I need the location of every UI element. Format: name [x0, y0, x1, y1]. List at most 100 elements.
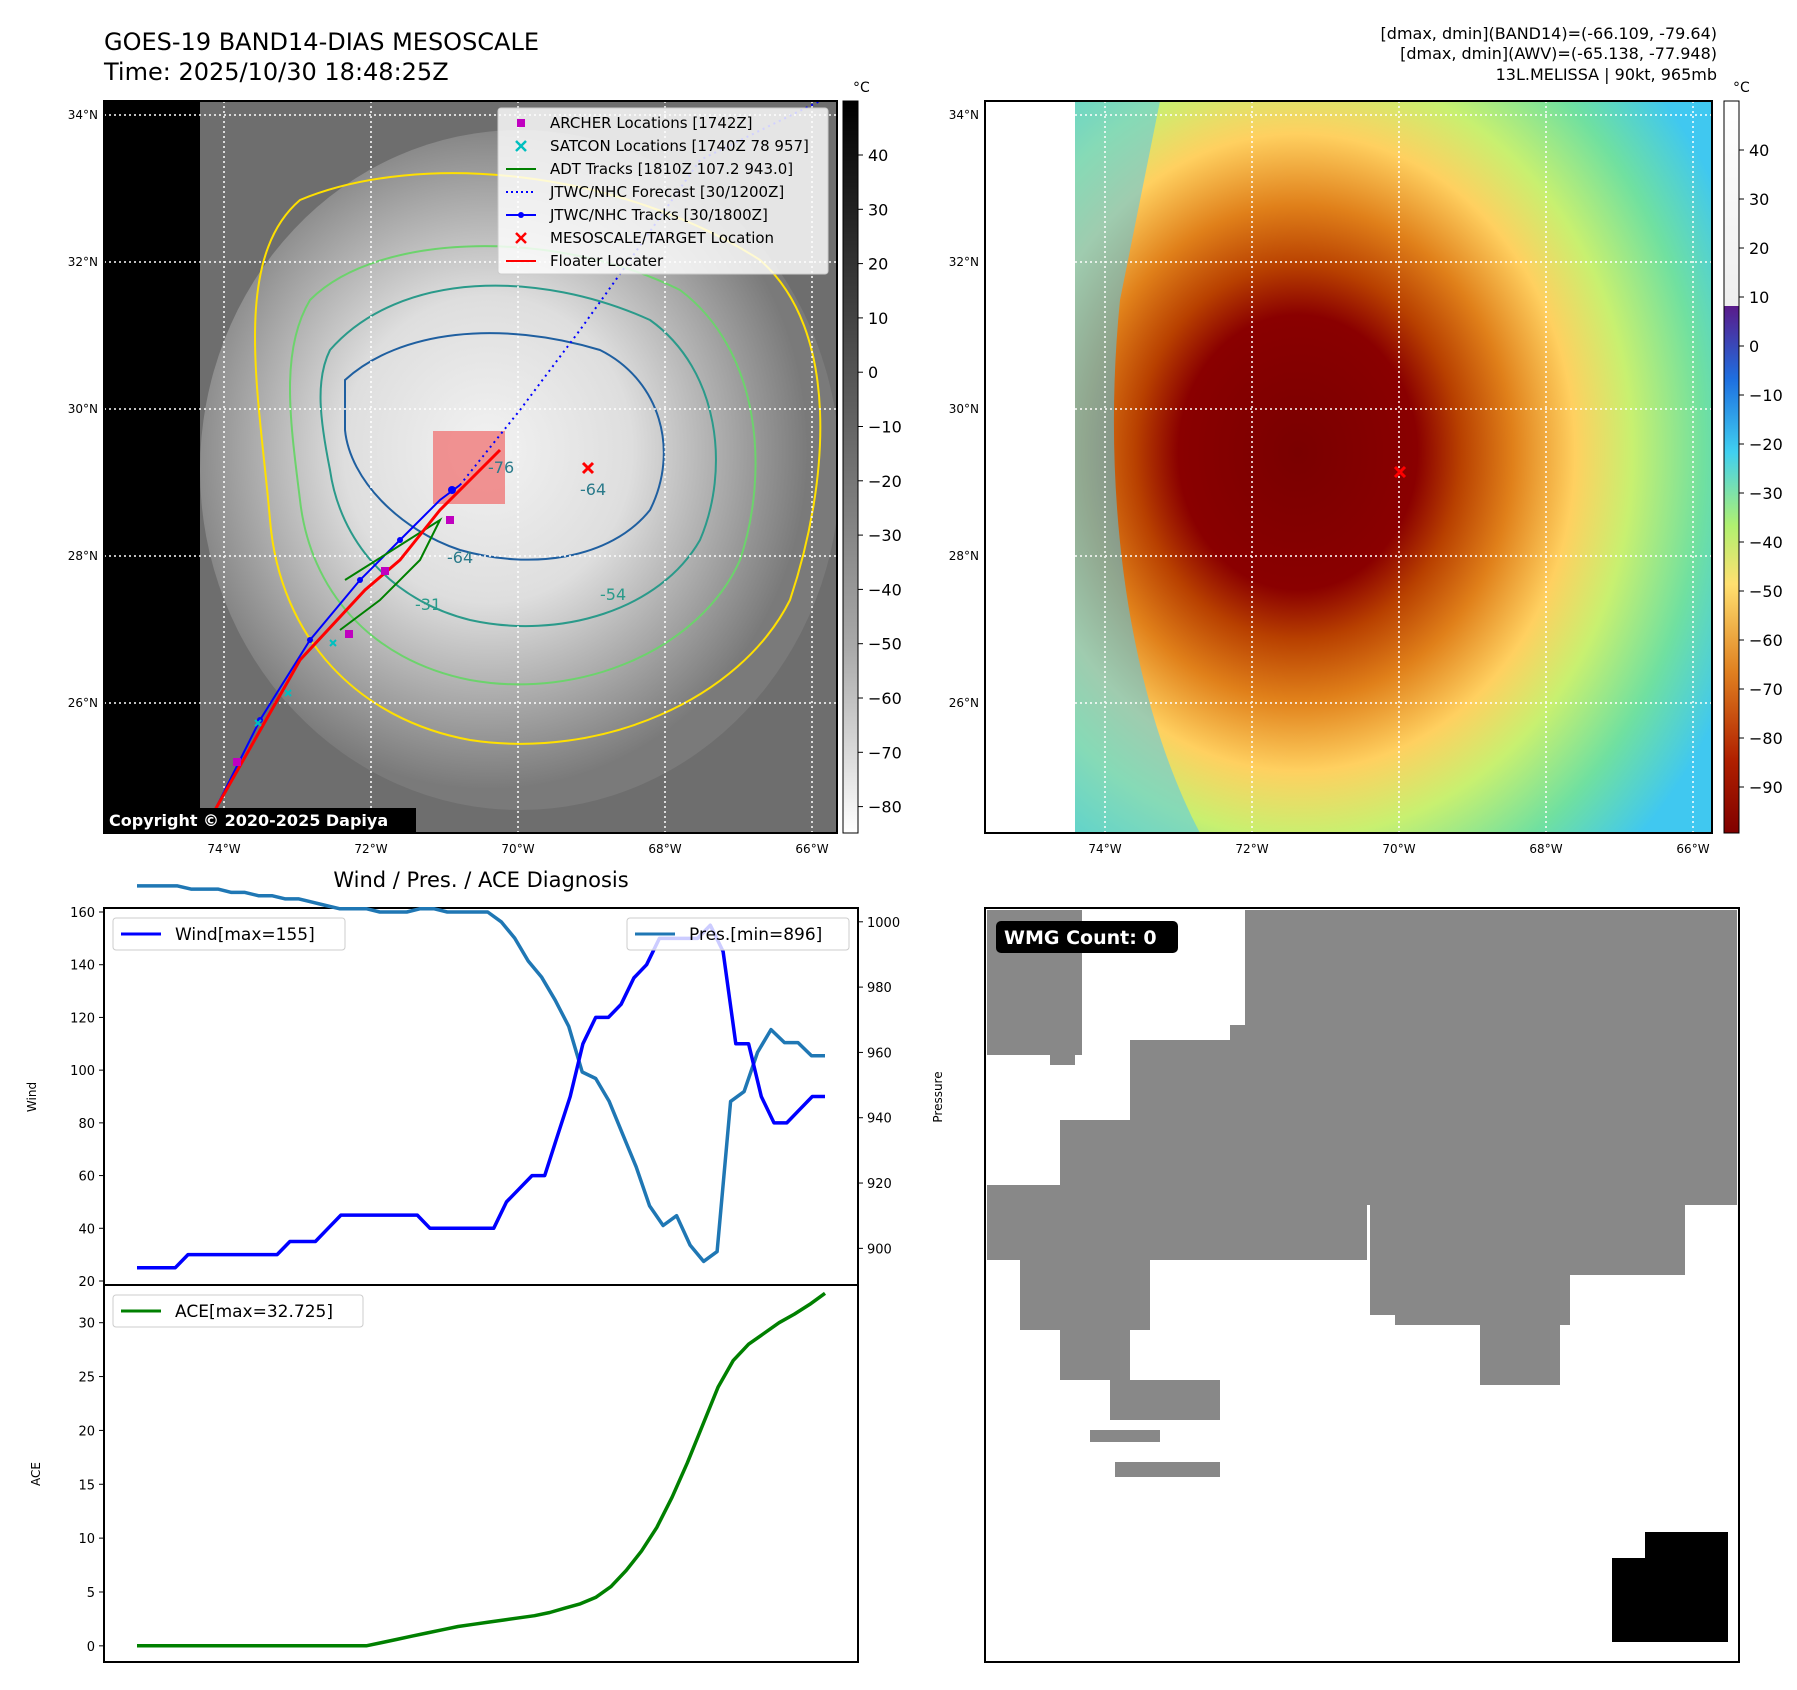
- diagnosis-title: Wind / Pres. / ACE Diagnosis: [333, 868, 628, 892]
- ace-tick-label: 15: [78, 1478, 95, 1493]
- colorbar-tick-label: −10: [1749, 386, 1783, 405]
- colorbar-tick-label: −80: [868, 798, 902, 817]
- legend-label: ARCHER Locations [1742Z]: [550, 114, 753, 132]
- contour-teal: [319, 284, 717, 627]
- contour-blue: [344, 332, 665, 561]
- colorbar-tick-label: 20: [1749, 239, 1769, 258]
- wmg-count: WMG Count: 0: [1004, 927, 1157, 949]
- colorbar-tick-label: 30: [868, 200, 888, 219]
- copyright-box: [105, 808, 416, 832]
- pressure-tick-label: 900: [867, 1242, 892, 1257]
- pressure-tick-label: 1000: [867, 916, 900, 931]
- map1-frame: [103, 100, 838, 834]
- map2-frame: [984, 100, 1713, 834]
- ace-tick-label: 5: [87, 1586, 95, 1601]
- mesoscale-target-marker: [581, 461, 595, 475]
- colorbar-tick-label: −70: [868, 743, 902, 762]
- wind-tick-label: 160: [70, 906, 95, 921]
- pressure-tick-label: 960: [867, 1046, 892, 1061]
- contour-label: -31: [415, 595, 441, 614]
- legend-label: JTWC/NHC Tracks [30/1800Z]: [549, 206, 768, 224]
- ace-legend-label: ACE[max=32.725]: [175, 1302, 333, 1322]
- pressure-tick-label: 920: [867, 1177, 892, 1192]
- wind-tick-label: 100: [70, 1064, 95, 1079]
- map-legend: ARCHER Locations [1742Z] SATCON Locations…: [497, 107, 829, 275]
- colorbar-tick-label: −20: [1749, 435, 1783, 454]
- colorbar-tick-label: −40: [868, 580, 902, 599]
- colorbar-tick-label: −50: [868, 635, 902, 654]
- floater-box: [433, 431, 505, 504]
- figure-time: Time: 2025/10/30 18:48:25Z: [103, 58, 449, 86]
- map2-lat-label: 26°N: [949, 696, 979, 710]
- colorbar-tick-label: −70: [1749, 680, 1783, 699]
- ace-frame: [103, 1284, 859, 1663]
- ace-tick-label: 10: [78, 1532, 95, 1547]
- pressure-legend-box: [626, 917, 850, 951]
- contour-label: -76: [488, 458, 514, 477]
- wind-axis-label: Wind: [25, 1082, 39, 1112]
- ace-chart: ACE 0 5 10 15 20 25 30 ACE[max=32.725]: [29, 1284, 859, 1663]
- legend-swatch: [517, 119, 525, 127]
- map2-lon-label: 74°W: [1088, 842, 1121, 856]
- pressure-legend-label: Pres.[min=896]: [689, 925, 822, 945]
- legend-swatch-dot: [518, 212, 524, 218]
- figure-title: GOES-19 BAND14-DIAS MESOSCALE: [104, 28, 539, 56]
- map1-lon-label: 72°W: [354, 842, 387, 856]
- stats-band14: [dmax, dmin](BAND14)=(-66.109, -79.64): [1381, 24, 1717, 43]
- map1-lat-label: 34°N: [68, 108, 98, 122]
- wind-tick-label: 20: [78, 1275, 95, 1290]
- colorbar-tick-label: 10: [868, 309, 888, 328]
- pressure-tick-label: 940: [867, 1112, 892, 1127]
- copyright: Copyright © 2020-2025 Dapiya: [109, 811, 388, 830]
- map1-lat-label: 30°N: [68, 402, 98, 416]
- colorbar-tick-label: −40: [1749, 533, 1783, 552]
- wind-pressure-frame: [103, 907, 859, 1286]
- ace-tick-label: 20: [78, 1424, 95, 1439]
- color-colorbar: °C 40 30 20 10 0 −10 −20 −30 −40 −50 −60 −70 −80 −90: [1723, 80, 1783, 834]
- ace-tick-label: 30: [78, 1317, 95, 1332]
- map2-lat-label: 28°N: [949, 549, 979, 563]
- map2-lat-label: 34°N: [949, 108, 979, 122]
- wind-tick-label: 140: [70, 959, 95, 974]
- wind-tick-label: 120: [70, 1011, 95, 1026]
- wind-tick-label: 60: [78, 1170, 95, 1185]
- contour-label: -64: [580, 480, 606, 499]
- colorbar-tick-label: 10: [1749, 288, 1769, 307]
- storm-info: 13L.MELISSA | 90kt, 965mb: [1496, 65, 1717, 84]
- colorbar-tick-label: −80: [1749, 729, 1783, 748]
- wmg-panel: WMG Count: 0: [984, 907, 1740, 1663]
- pressure-axis-label: Pressure: [931, 1071, 945, 1122]
- stats-awv: [dmax, dmin](AWV)=(-65.138, -77.948): [1400, 44, 1717, 63]
- wind-legend-label: Wind[max=155]: [175, 925, 315, 945]
- grayscale-colorbar: °C 40 30 20 10 0 −10 −20 −30 −40 −50 −60 −70 −80: [842, 80, 902, 834]
- contour-label: -54: [600, 585, 626, 604]
- grayscale-colorbar-unit: °C: [853, 80, 870, 96]
- map2-lon-label: 70°W: [1382, 842, 1415, 856]
- storm-cloud-shield: [200, 130, 837, 810]
- map1-lon-label: 74°W: [207, 842, 240, 856]
- ace-line: [137, 1291, 827, 1648]
- adt-track-line: [339, 517, 443, 631]
- wmg-count-box: [996, 921, 1178, 953]
- colorbar-tick-label: 40: [868, 146, 888, 165]
- legend-box: [497, 107, 829, 275]
- ace-tick-label: 0: [87, 1640, 95, 1655]
- grayscale-colorbar-bar: [842, 100, 859, 834]
- colorbar-tick-label: −20: [868, 472, 902, 491]
- map2-lon-label: 68°W: [1529, 842, 1562, 856]
- legend-label: ADT Tracks [1810Z 107.2 943.0]: [550, 160, 793, 178]
- color-colorbar-unit: °C: [1733, 80, 1750, 96]
- colorbar-tick-label: −60: [868, 689, 902, 708]
- colorbar-tick-label: −10: [868, 418, 902, 437]
- map1-lon-label: 70°W: [501, 842, 534, 856]
- colorbar-tick-label: −30: [1749, 484, 1783, 503]
- ace-legend-box: [112, 1294, 364, 1328]
- pressure-tick-label: 980: [867, 981, 892, 996]
- ace-axis-label: ACE: [29, 1462, 43, 1486]
- mesoscale-target-marker-2: [1393, 465, 1407, 479]
- awv-field: [1075, 101, 1712, 833]
- ir-map-panel: -76 -64 -64 -54 -31 ARCHER Locations [17…: [68, 100, 838, 856]
- colorbar-tick-label: −30: [868, 526, 902, 545]
- colorbar-tick-label: −50: [1749, 582, 1783, 601]
